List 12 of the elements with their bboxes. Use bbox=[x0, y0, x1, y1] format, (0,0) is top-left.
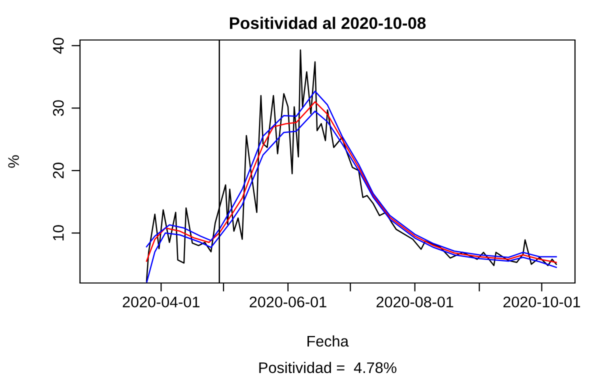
y-tick-label: 30 bbox=[52, 100, 64, 116]
x-tick-label: 2020-10-01 bbox=[503, 296, 580, 308]
y-tick-label: 20 bbox=[52, 162, 64, 178]
x-tick-label: 2020-04-01 bbox=[122, 296, 200, 308]
y-tick-label: 40 bbox=[52, 38, 64, 54]
text: Positividad = 4.78% bbox=[259, 362, 396, 374]
x-tick-label: 2020-06-01 bbox=[250, 296, 326, 308]
y-tick-label: 10 bbox=[52, 225, 64, 240]
x-tick-label: 2020-08-01 bbox=[376, 296, 454, 308]
x-axis-title: Fecha bbox=[308, 335, 349, 347]
y-axis-title: % bbox=[8, 155, 19, 168]
chart-title: Positividad al 2020-10-08 bbox=[230, 16, 426, 30]
